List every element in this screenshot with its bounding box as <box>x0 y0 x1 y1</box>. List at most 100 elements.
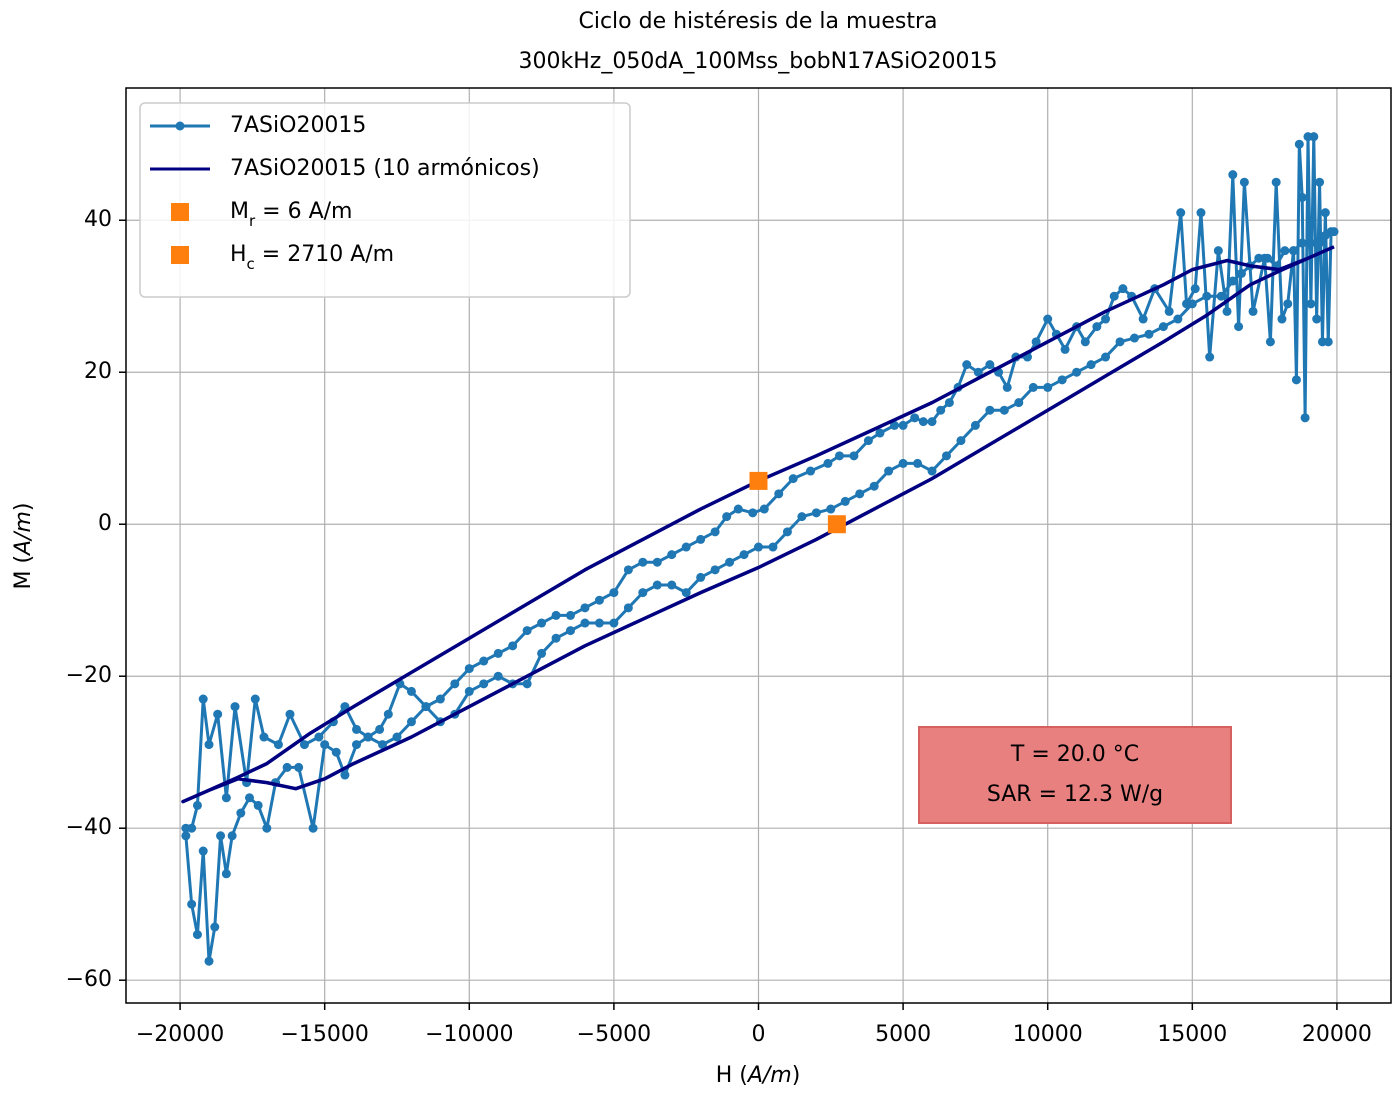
data-point <box>198 846 208 856</box>
data-point <box>227 831 237 841</box>
data-point <box>1101 352 1111 362</box>
data-point <box>782 527 792 537</box>
data-point <box>537 648 547 658</box>
data-point <box>320 740 330 750</box>
data-point <box>1315 238 1325 248</box>
data-point <box>1072 367 1082 377</box>
data-point <box>1080 337 1090 347</box>
x-axis-label-part: A/m <box>746 1063 792 1088</box>
data-point <box>1028 382 1038 392</box>
data-point <box>898 420 908 430</box>
y-axis-label-part: A/m <box>11 511 36 557</box>
data-point <box>652 557 662 567</box>
data-point <box>973 367 983 377</box>
x-tick-label: 10000 <box>1013 1022 1083 1047</box>
x-axis-label: H (A/m) <box>716 1063 801 1088</box>
data-point <box>566 626 576 636</box>
data-point <box>1158 322 1168 332</box>
data-point <box>739 550 749 560</box>
annotation-text: T = 20.0 °C <box>1010 742 1139 767</box>
x-tick-label: 15000 <box>1157 1022 1227 1047</box>
x-tick-label: 0 <box>752 1022 766 1047</box>
data-point <box>1277 314 1287 324</box>
y-tick-label: 20 <box>84 359 112 384</box>
legend-label-part: 7ASiO20015 (10 armónicos) <box>230 156 540 181</box>
data-point <box>1092 322 1102 332</box>
data-point <box>204 956 214 966</box>
data-point <box>696 572 706 582</box>
legend-marker <box>175 121 185 131</box>
data-point <box>1176 208 1186 218</box>
data-point <box>1263 253 1273 263</box>
data-point <box>725 557 735 567</box>
data-point <box>1031 337 1041 347</box>
data-point <box>941 451 951 461</box>
x-tick-label: −5000 <box>577 1022 651 1047</box>
x-tick-label: −15000 <box>280 1022 368 1047</box>
data-point <box>551 610 561 620</box>
data-point <box>1300 413 1310 423</box>
legend-label-part: r <box>249 212 256 230</box>
data-point <box>378 740 388 750</box>
data-point <box>855 489 865 499</box>
data-point <box>1228 170 1238 180</box>
data-point <box>192 800 202 810</box>
legend-label: Hc = 2710 A/m <box>230 242 394 273</box>
data-point <box>638 557 648 567</box>
data-point <box>826 504 836 514</box>
data-point <box>962 360 972 370</box>
data-point <box>464 686 474 696</box>
foreground: −20000 −15000 −10000 −5000 0 5000 10000 15000 20… <box>11 9 1372 1088</box>
x-axis-label-part: ) <box>792 1063 801 1088</box>
data-point <box>580 603 590 613</box>
data-point <box>1283 299 1293 309</box>
data-point <box>331 747 341 757</box>
data-point <box>187 899 197 909</box>
data-point <box>834 451 844 461</box>
data-point <box>1196 208 1206 218</box>
data-point <box>392 732 402 742</box>
data-point <box>435 694 445 704</box>
data-point <box>1312 314 1322 324</box>
data-point <box>1043 382 1053 392</box>
data-point <box>1138 314 1148 324</box>
data-point <box>1303 132 1313 142</box>
data-point <box>1115 337 1125 347</box>
data-point <box>623 603 633 613</box>
data-point <box>927 417 937 427</box>
data-point <box>1213 246 1223 256</box>
data-point <box>1057 375 1067 385</box>
data-point <box>213 709 223 719</box>
data-point <box>450 679 460 689</box>
data-point <box>1239 177 1249 187</box>
data-point <box>340 770 350 780</box>
data-point <box>759 504 769 514</box>
chart-title: Ciclo de histéresis de la muestra <box>578 9 937 34</box>
data-point <box>236 808 246 818</box>
data-point <box>869 481 879 491</box>
data-point <box>609 618 619 628</box>
data-point <box>927 466 937 476</box>
data-point <box>1202 291 1212 301</box>
data-point <box>827 515 846 534</box>
y-tick-label: 40 <box>84 207 112 232</box>
legend-label: 7ASiO20015 (10 armónicos) <box>230 156 540 181</box>
data-point <box>1002 382 1012 392</box>
data-point <box>1101 314 1111 324</box>
data-point <box>566 610 576 620</box>
data-point <box>788 474 798 484</box>
data-point <box>580 618 590 628</box>
data-point <box>1297 238 1307 248</box>
data-point <box>1265 337 1275 347</box>
data-point <box>1320 230 1330 240</box>
data-point <box>594 618 604 628</box>
data-point <box>1291 375 1301 385</box>
data-point <box>285 709 295 719</box>
data-point <box>221 793 231 803</box>
legend-label-part: 7ASiO20015 <box>230 113 366 138</box>
data-point <box>681 588 691 598</box>
data-point <box>210 922 220 932</box>
data-point <box>840 496 850 506</box>
data-point <box>1228 276 1238 286</box>
legend-box <box>139 102 631 298</box>
